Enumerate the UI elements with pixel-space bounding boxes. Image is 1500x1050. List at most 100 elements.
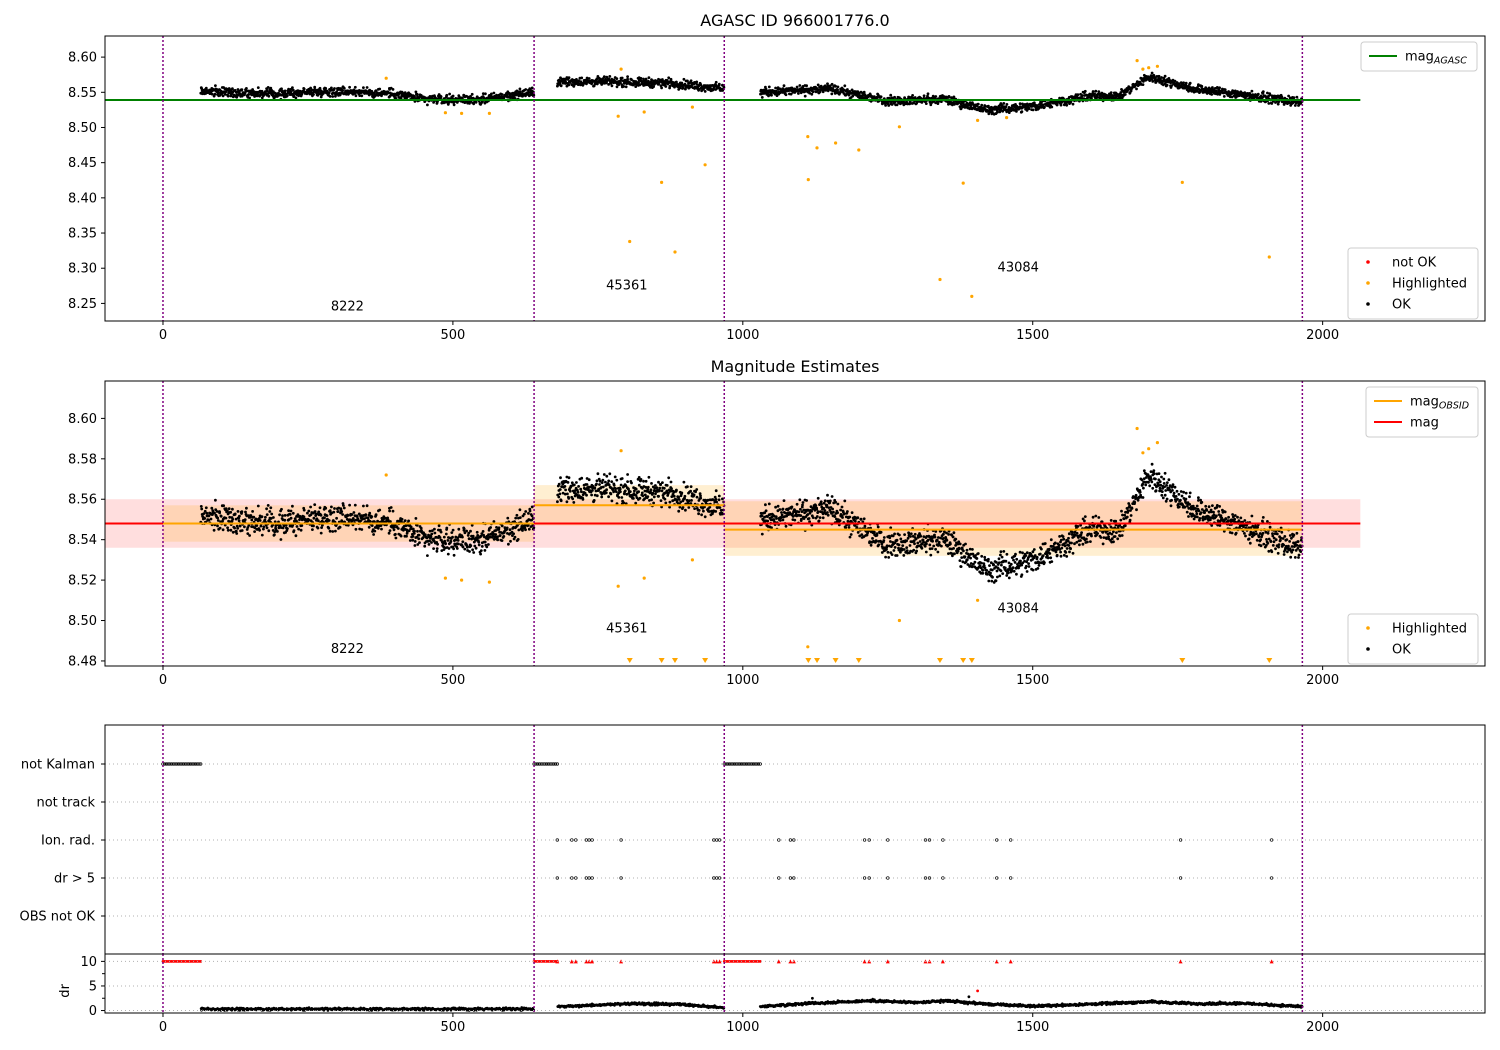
ok-point <box>841 516 844 519</box>
ok-point <box>767 85 771 89</box>
ok-point <box>1067 536 1070 540</box>
ok-point <box>826 89 830 93</box>
ok-point <box>1007 111 1011 114</box>
ok-point <box>775 517 778 520</box>
ok-point <box>575 78 578 81</box>
highlighted-point <box>1155 64 1159 68</box>
highlighted-point <box>1135 59 1139 63</box>
ok-point <box>327 91 331 95</box>
ok-point <box>419 526 423 530</box>
ok-point <box>850 511 854 514</box>
ok-point <box>937 540 941 544</box>
ok-point <box>928 543 932 547</box>
ok-point <box>622 501 626 505</box>
ok-point <box>677 498 681 501</box>
ok-point <box>291 88 295 92</box>
ok-point <box>477 543 481 547</box>
ok-point <box>980 103 984 107</box>
ok-point <box>996 575 999 579</box>
ok-point <box>444 532 448 536</box>
ok-point <box>309 505 312 509</box>
ok-point <box>238 524 242 528</box>
ok-point <box>836 511 839 515</box>
ok-point <box>760 514 764 518</box>
ok-point <box>992 563 995 567</box>
ok-point <box>1027 565 1031 568</box>
ok-point <box>1270 102 1274 105</box>
ok-point <box>483 540 487 544</box>
ok-point <box>1050 560 1054 563</box>
ok-point <box>954 537 958 541</box>
ok-point <box>980 561 983 565</box>
ok-point <box>342 504 345 507</box>
ok-point <box>457 542 460 546</box>
ok-point <box>922 96 926 100</box>
ok-point <box>619 81 622 85</box>
ok-point <box>960 556 964 559</box>
ok-point <box>566 492 569 496</box>
ok-point <box>448 92 451 96</box>
ok-point <box>559 476 562 480</box>
ok-point <box>1110 532 1114 536</box>
ok-points <box>199 71 1304 116</box>
ok-point <box>929 103 933 107</box>
ok-point <box>238 514 241 518</box>
ok-point <box>601 77 605 80</box>
ok-point <box>1035 555 1039 559</box>
ok-point <box>628 490 632 493</box>
ok-point <box>646 495 650 498</box>
ok-point <box>430 541 433 544</box>
ok-point <box>985 569 989 572</box>
axes: 0 500 1000 1500 20008.258.308.358.408.458.50… <box>68 35 1486 343</box>
ok-point <box>263 518 267 522</box>
ok-point <box>980 554 984 558</box>
ok-point <box>956 549 960 553</box>
ok-point <box>340 510 344 513</box>
ok-point <box>316 519 320 523</box>
ok-point <box>1058 535 1061 538</box>
ok-point <box>518 508 522 512</box>
ok-point <box>378 508 382 512</box>
ok-point <box>311 528 314 531</box>
ok-point <box>294 534 298 538</box>
ok-point <box>1025 551 1029 555</box>
ok-point <box>240 529 244 532</box>
ok-point <box>1141 83 1145 86</box>
legend-marker-swatch <box>1366 260 1370 264</box>
ok-point <box>1000 555 1004 559</box>
ok-point <box>1020 110 1024 113</box>
ok-point <box>1188 81 1192 85</box>
ok-point <box>570 481 574 485</box>
ok-point <box>1043 542 1047 545</box>
ok-point <box>287 509 290 512</box>
ok-point <box>260 533 264 537</box>
ok-point <box>875 539 878 543</box>
ok-point <box>470 92 474 96</box>
ok-point <box>1184 81 1188 85</box>
ok-point <box>605 474 609 478</box>
ok-point <box>1019 559 1022 563</box>
ok-point <box>686 79 689 83</box>
ok-point <box>795 502 799 506</box>
ok-point <box>697 512 700 516</box>
ok-point <box>590 493 593 497</box>
ok-point <box>717 498 721 502</box>
ok-point <box>342 506 346 510</box>
ok-point <box>1004 559 1008 563</box>
ok-point <box>203 509 207 513</box>
ok-point <box>905 549 909 552</box>
ok-point <box>331 95 335 98</box>
ok-point <box>451 94 455 98</box>
ok-point <box>795 85 799 89</box>
ok-point <box>313 510 317 513</box>
ok-point <box>391 88 395 91</box>
ok-point <box>869 543 873 547</box>
x-tick-label: 2000 <box>1306 328 1339 343</box>
ok-point <box>779 519 782 522</box>
ok-point <box>790 505 794 509</box>
ok-point <box>596 472 600 476</box>
ok-point <box>658 486 662 490</box>
ok-point <box>661 481 664 484</box>
ok-point <box>372 533 375 536</box>
ok-point <box>471 548 474 552</box>
